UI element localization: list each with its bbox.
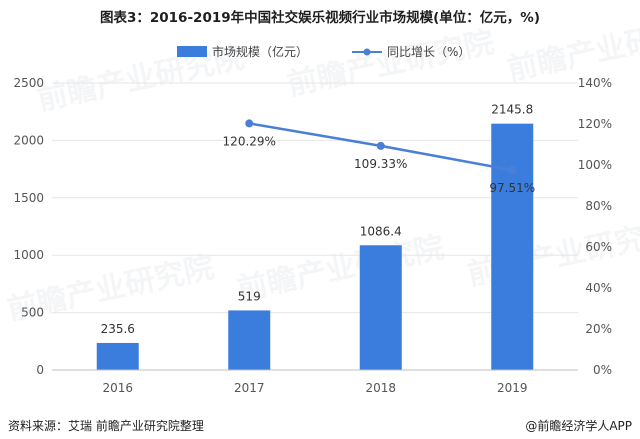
bar-2019 — [491, 123, 534, 370]
x-tick-2018: 2018 — [365, 381, 396, 395]
y-left-tick-5: 2500 — [13, 76, 44, 90]
legend-line-marker — [363, 48, 371, 56]
y-right-tick-5: 100% — [578, 158, 612, 172]
legend-line-label: 同比增长（%） — [387, 45, 470, 59]
y-right-tick-2: 40% — [585, 281, 612, 295]
legend-bar-swatch — [177, 46, 207, 57]
growth-label-2018: 109.33% — [354, 157, 407, 171]
bar-label-2018: 1086.4 — [360, 224, 402, 238]
y-left-tick-4: 2000 — [13, 133, 44, 147]
y-right-tick-7: 140% — [578, 76, 612, 90]
x-tick-2019: 2019 — [497, 381, 528, 395]
y-right-tick-3: 60% — [585, 240, 612, 254]
bars: 235.6 519 1086.4 2145.8 — [96, 103, 534, 370]
chart-title: 图表3：2016-2019年中国社交娱乐视频行业市场规模(单位：亿元，%) — [100, 9, 540, 26]
y-right-tick-0: 0% — [593, 363, 612, 377]
bar-2016 — [96, 342, 139, 370]
y-right-tick-6: 120% — [578, 117, 612, 131]
y-left-tick-2: 1000 — [13, 248, 44, 262]
y-left-tick-3: 1500 — [13, 191, 44, 205]
bar-label-2019: 2145.8 — [491, 103, 533, 117]
bar-label-2016: 235.6 — [101, 322, 135, 336]
axes: 0 500 1000 1500 2000 2500 0% 20% 40% 60% 80% 100% 12… — [13, 76, 612, 395]
watermark-4: 前瞻产业研究院 — [234, 230, 447, 308]
y-left-tick-0: 0 — [36, 363, 44, 377]
legend-bar-label: 市场规模（亿元） — [212, 44, 308, 59]
growth-point-2019 — [508, 166, 517, 175]
x-tick-2017: 2017 — [234, 381, 265, 395]
source-note: 资料来源：艾瑞 前瞻产业研究院整理 — [8, 418, 204, 433]
brand-mark: @前瞻经济学人APP — [525, 418, 632, 433]
x-tick-2016: 2016 — [102, 381, 133, 395]
y-left-tick-1: 500 — [21, 306, 44, 320]
watermark-5: 前瞻产业研究院 — [464, 215, 640, 293]
y-right-tick-1: 20% — [585, 322, 612, 336]
grid — [52, 82, 578, 314]
watermark-1: 前瞻产业研究院 — [284, 25, 497, 103]
growth-label-2017: 120.29% — [223, 134, 276, 148]
bar-label-2017: 519 — [238, 289, 261, 303]
growth-label-2019: 97.51% — [489, 181, 535, 195]
y-right-tick-4: 80% — [585, 199, 612, 213]
growth-line: 120.29% 109.33% 97.51% — [223, 119, 535, 195]
legend: 市场规模（亿元） 同比增长（%） — [177, 44, 470, 59]
bar-2018 — [359, 245, 402, 370]
bar-2017 — [228, 310, 271, 370]
growth-point-2017 — [245, 119, 254, 128]
growth-point-2018 — [376, 141, 385, 150]
